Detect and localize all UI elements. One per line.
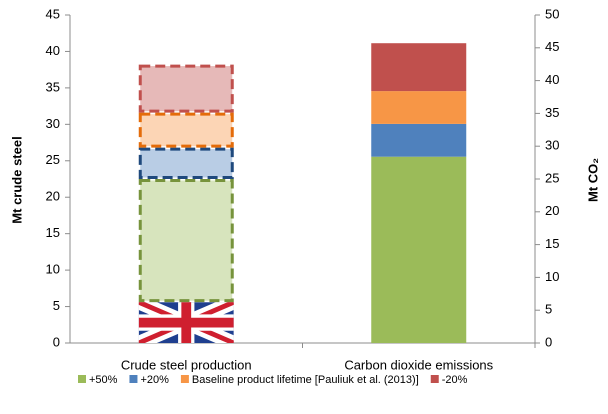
bar-segment (371, 43, 467, 92)
y2-tick-label: 40 (545, 72, 559, 87)
bar-segment (138, 64, 234, 113)
legend-label: -20% (442, 374, 468, 386)
bar-segment (138, 179, 234, 303)
y-tick-label: 5 (53, 298, 60, 313)
legend-swatch (180, 375, 189, 383)
y2-tick-label: 5 (545, 302, 552, 317)
legend-label: Baseline product lifetime [Pauliuk et al… (192, 374, 419, 386)
y-axis-title: Mt crude steel (9, 136, 24, 223)
legend-swatch (430, 375, 439, 383)
legend-swatch (129, 375, 138, 383)
y2-tick-label: 25 (545, 170, 559, 185)
x-tick-label: Carbon dioxide emissions (344, 357, 493, 372)
y2-tick-label: 45 (545, 39, 559, 54)
y-tick-label: 20 (46, 189, 60, 204)
y2-axis-title: Mt CO₂ (585, 158, 600, 202)
flag-cross-red (138, 302, 234, 343)
flag (138, 302, 234, 343)
y-tick-label: 45 (46, 6, 60, 21)
y2-tick-label: 15 (545, 236, 559, 251)
legend-label: +20% (140, 374, 169, 386)
y2-tick-label: 0 (545, 334, 552, 349)
bar-segment (138, 147, 234, 179)
y-tick-label: 10 (46, 262, 60, 277)
y2-tick-label: 30 (545, 138, 559, 153)
y2-tick-label: 10 (545, 269, 559, 284)
y-tick-label: 35 (46, 79, 60, 94)
legend-swatch (78, 375, 86, 383)
bar-segment (138, 112, 234, 148)
y-tick-label: 40 (46, 43, 60, 58)
bar-segment (371, 156, 467, 343)
y-tick-label: 15 (46, 225, 60, 240)
y-tick-label: 0 (53, 334, 60, 349)
bar-segment (371, 91, 467, 124)
bar-segment (371, 123, 467, 157)
y2-tick-label: 20 (545, 203, 559, 218)
y-tick-label: 30 (46, 116, 60, 131)
legend-label: +50% (89, 374, 118, 386)
y2-tick-label: 50 (545, 6, 559, 21)
y-tick-label: 25 (46, 152, 60, 167)
x-tick-label: Crude steel production (121, 357, 252, 372)
y2-tick-label: 35 (545, 105, 559, 120)
